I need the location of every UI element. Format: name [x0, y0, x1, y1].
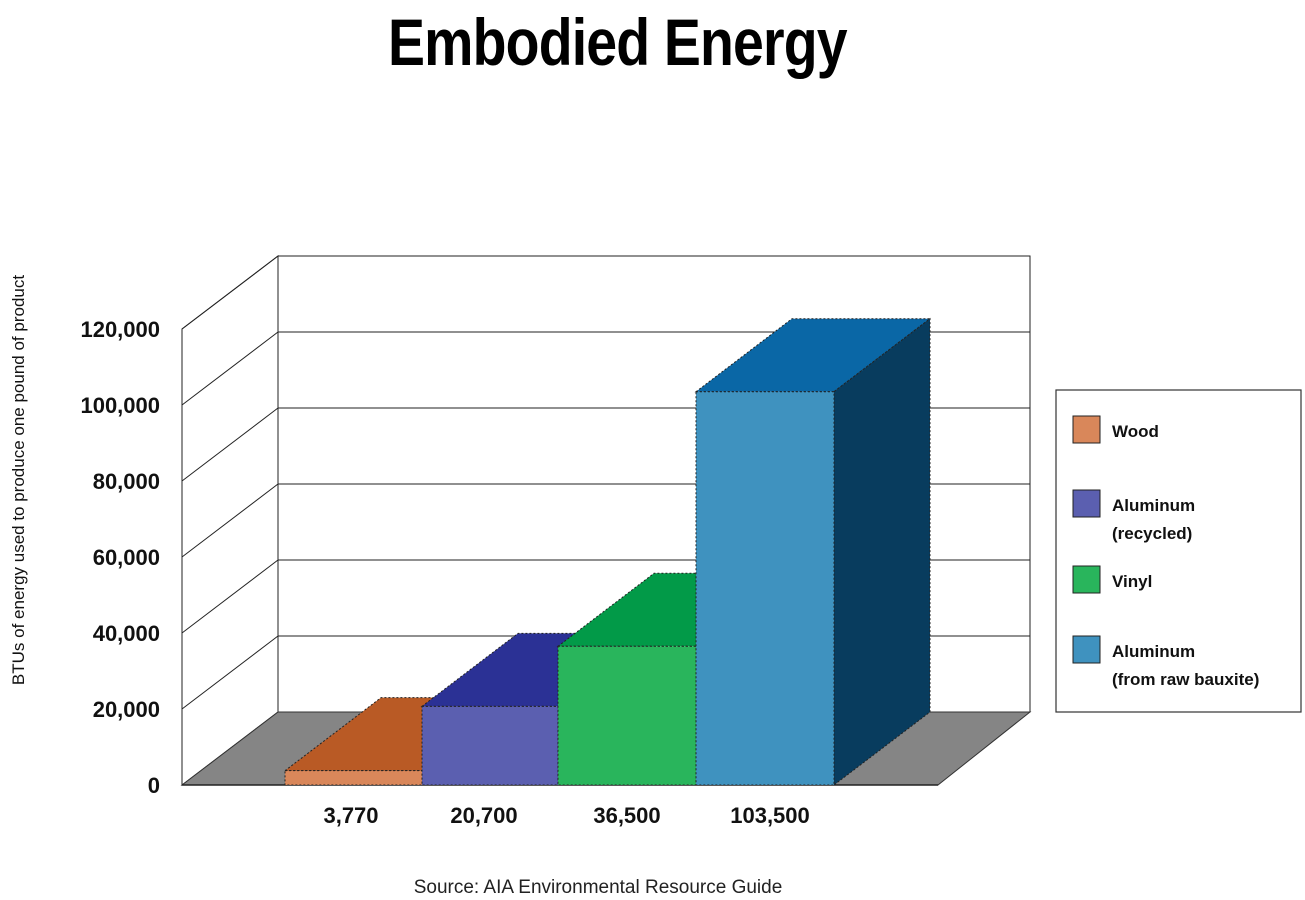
category-value-labels: 3,770 20,700 36,500 103,500: [323, 803, 809, 828]
gridline-left: [181, 407, 279, 482]
value-label: 36,500: [593, 803, 660, 828]
y-tick-label: 100,000: [80, 393, 160, 418]
value-label: 20,700: [450, 803, 517, 828]
gridline-left: [181, 559, 279, 634]
y-tick-label: 40,000: [93, 621, 160, 646]
gridline-left: [181, 255, 279, 330]
legend-swatch: [1072, 489, 1101, 518]
legend-swatch: [1072, 635, 1101, 664]
gridline-left: [181, 483, 279, 558]
bar-front: [557, 645, 697, 786]
legend-swatch: [1072, 415, 1101, 444]
legend-label: (from raw bauxite): [1112, 670, 1259, 689]
bars: [283, 317, 932, 787]
y-tick-labels: 0 20,000 40,000 60,000 80,000 100,000 120,000: [80, 317, 160, 798]
y-tick-label: 120,000: [80, 317, 160, 342]
legend: Wood Aluminum (recycled) Vinyl Aluminum (from…: [1055, 389, 1302, 713]
y-tick-label: 60,000: [93, 545, 160, 570]
bar-front: [284, 770, 423, 786]
legend-swatch: [1072, 565, 1101, 594]
bar-front: [695, 391, 835, 786]
y-tick-label: 20,000: [93, 697, 160, 722]
bar-front: [421, 705, 559, 786]
gridline-left: [181, 635, 279, 710]
value-label: 3,770: [323, 803, 378, 828]
legend-label: (recycled): [1112, 524, 1192, 543]
legend-label: Aluminum: [1112, 642, 1195, 661]
bar-side: [833, 317, 931, 787]
gridline-left: [181, 331, 279, 406]
value-label: 103,500: [730, 803, 810, 828]
bar-4: [694, 317, 932, 787]
y-tick-label: 80,000: [93, 469, 160, 494]
chart-title: Embodied Energy: [388, 5, 848, 79]
y-axis-title: BTUs of energy used to produce one pound…: [9, 275, 28, 685]
y-tick-label: 0: [148, 773, 160, 798]
legend-label: Wood: [1112, 422, 1159, 441]
legend-label: Vinyl: [1112, 572, 1152, 591]
legend-label: Aluminum: [1112, 496, 1195, 515]
source-note: Source: AIA Environmental Resource Guide: [414, 877, 783, 898]
